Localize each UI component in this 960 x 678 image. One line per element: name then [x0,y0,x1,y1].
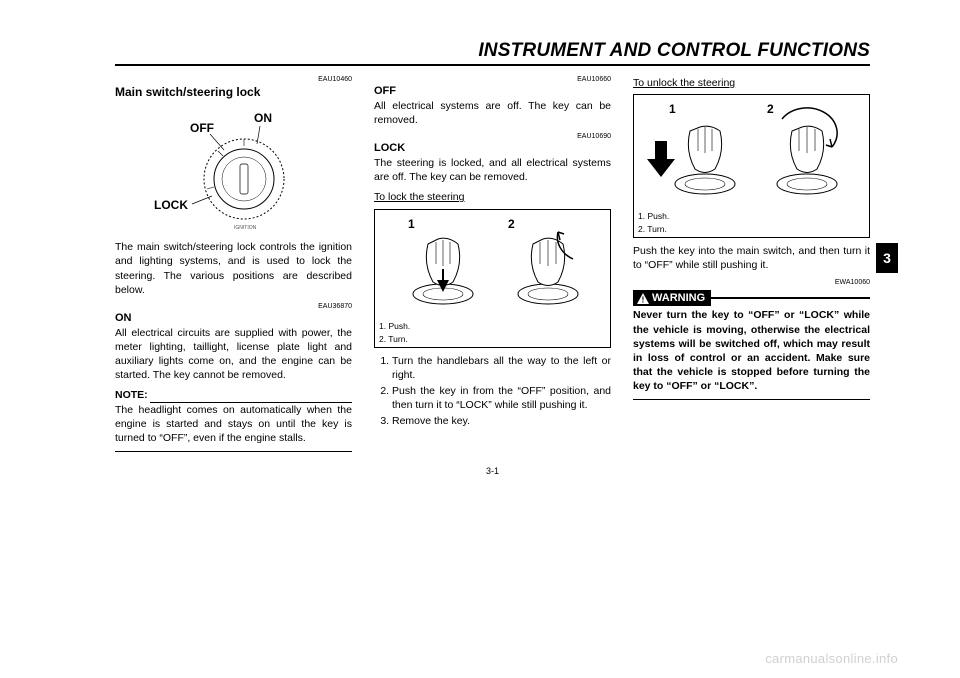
content-columns: EAU10460 Main switch/steering lock ON OF… [115,76,870,458]
label-lock: LOCK [154,198,188,212]
note-end-rule [115,451,352,452]
warning-heading: ! WARNING [633,290,870,307]
main-switch-diagram: ON OFF LOCK IGNITION [144,104,324,234]
svg-text:2: 2 [767,102,774,116]
warning-end-rule [633,399,870,400]
list-item: Remove the key. [392,414,611,428]
figure-lock-steering: 1 2 [374,209,611,348]
label-on: ON [254,111,272,125]
watermark: carmanualsonline.info [765,651,898,666]
figure-caption: 1. Push. [638,211,865,222]
ref-code: EAU10690 [374,133,611,140]
chapter-tab: 3 [876,243,898,273]
svg-text:1: 1 [669,102,676,116]
heading-to-lock: To lock the steering [374,190,611,204]
svg-text:!: ! [642,295,645,304]
heading-main-switch: Main switch/steering lock [115,84,352,100]
heading-to-unlock: To unlock the steering [633,76,870,90]
paragraph: All electrical systems are off. The key … [374,99,611,127]
figure-caption: 2. Turn. [379,334,606,345]
paragraph: Push the key into the main switch, and t… [633,244,870,272]
column-1: EAU10460 Main switch/steering lock ON OF… [115,76,352,458]
figure-main-switch: ON OFF LOCK IGNITION [115,104,352,234]
ref-code: EAU10460 [115,76,352,83]
column-2: EAU10660 OFF All electrical systems are … [374,76,611,458]
column-3: To unlock the steering 1 2 [633,76,870,458]
svg-text:2: 2 [508,217,515,231]
warning-badge: ! WARNING [633,290,711,307]
manual-page: INSTRUMENT AND CONTROL FUNCTIONS EAU1046… [0,0,960,678]
ref-code: EWA10060 [633,279,870,286]
ref-code: EAU10660 [374,76,611,83]
page-title: INSTRUMENT AND CONTROL FUNCTIONS [115,40,870,62]
svg-text:IGNITION: IGNITION [234,225,257,231]
lock-steering-diagram: 1 2 [388,214,598,319]
paragraph: The steering is locked, and all electric… [374,156,611,184]
heading-lock: LOCK [374,141,611,156]
paragraph: All electrical circuits are supplied wit… [115,326,352,383]
figure-caption: 2. Turn. [638,224,865,235]
heading-off: OFF [374,84,611,99]
heading-on: ON [115,311,352,326]
figure-unlock-steering: 1 2 1. Push. [633,94,870,238]
svg-text:1: 1 [408,217,415,231]
unlock-steering-diagram: 1 2 [647,99,857,209]
page-number: 3-1 [115,466,870,476]
note-text: The headlight comes on automatically whe… [115,403,352,446]
note-heading: NOTE: [115,388,352,402]
warning-label: WARNING [652,291,705,306]
label-off: OFF [190,121,214,135]
warning-icon: ! [637,293,649,304]
header-rule [115,64,870,66]
list-item: Turn the handlebars all the way to the l… [392,354,611,382]
warning-text: Never turn the key to “OFF” or “LOCK” wh… [633,308,870,393]
figure-caption: 1. Push. [379,321,606,332]
ref-code: EAU36870 [115,303,352,310]
note-label: NOTE: [115,388,148,402]
paragraph: The main switch/steering lock controls t… [115,240,352,297]
list-item: Push the key in from the “OFF” position,… [392,384,611,412]
lock-steps-list: Turn the handlebars all the way to the l… [374,354,611,429]
